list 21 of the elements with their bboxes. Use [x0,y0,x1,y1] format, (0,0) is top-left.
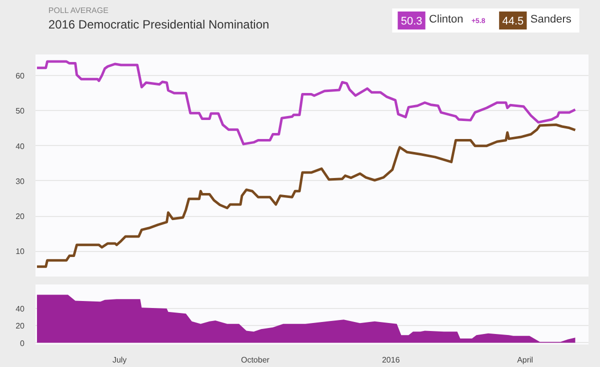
legend-label: Clinton [429,14,464,26]
y-tick-label: 20 [16,322,26,331]
chart-title: 2016 Democratic Presidential Nomination [48,18,270,32]
y-tick-label: 40 [16,304,26,314]
text: 44.5 [502,16,524,28]
x-tick-label: April [517,356,534,364]
text: 50.3 [400,16,422,28]
x-tick-label: July [112,356,127,364]
y-tick-label: 30 [16,176,26,186]
x-tick-label: 2016 [382,356,400,364]
legend-label: Sanders [530,14,572,26]
y-tick-label: 20 [16,212,26,222]
y-tick-label: 40 [16,142,26,151]
line-series [36,60,576,146]
y-tick-label: 50 [16,106,26,116]
x-tick-label: October [240,356,270,364]
chart-subtitle: POLL AVERAGE [48,6,108,15]
line-series [36,124,576,268]
y-tick-label: 0 [20,338,26,348]
y-tick-label: 10 [16,247,26,256]
y-tick-label: 60 [16,72,26,81]
